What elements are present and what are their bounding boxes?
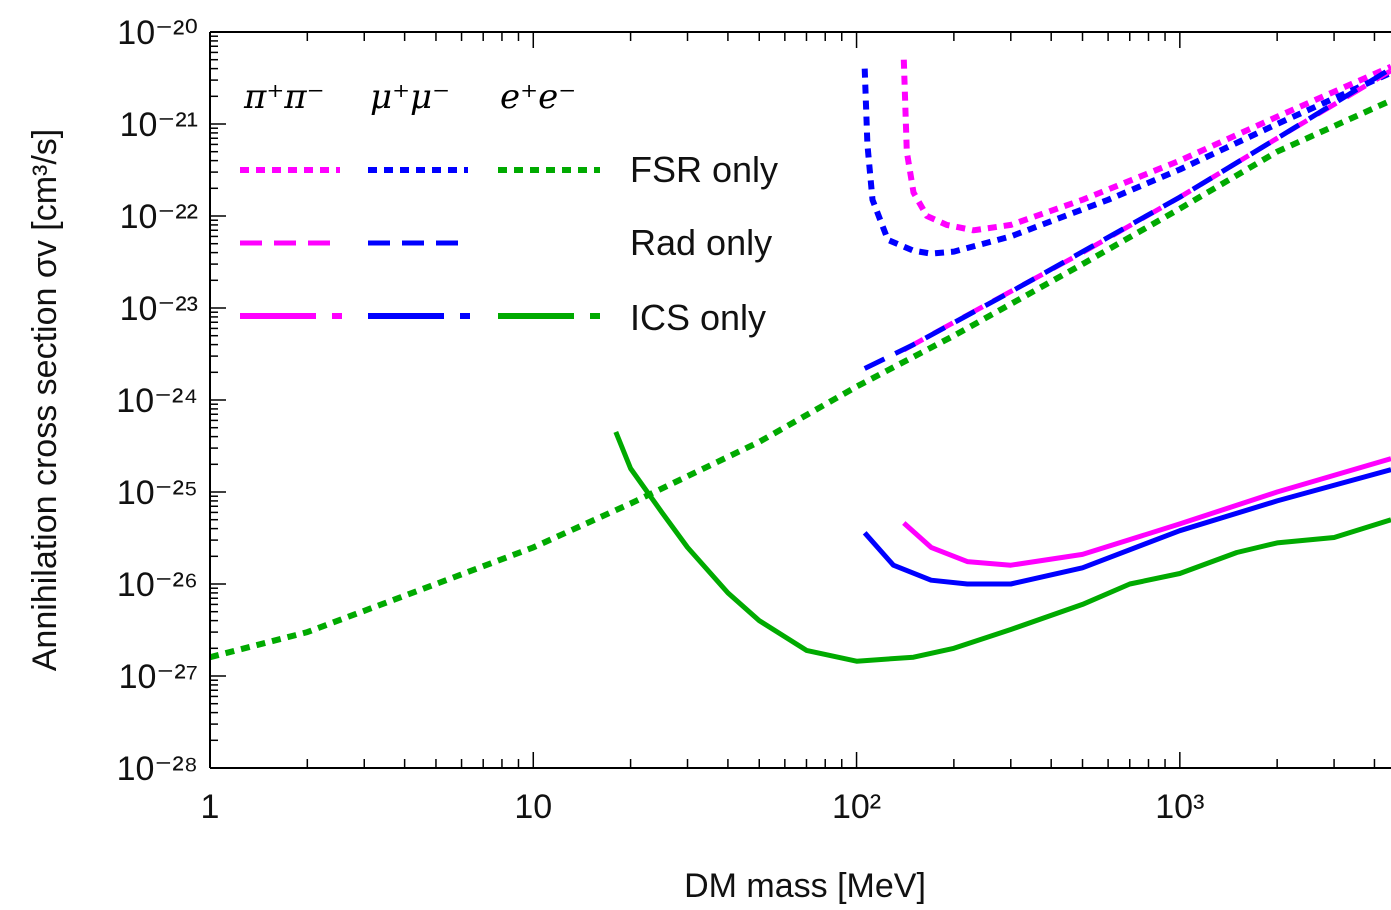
series-pipi-fsr xyxy=(900,59,1391,234)
legend: π⁺π⁻ μ⁺μ⁻ e⁺e⁻ FSR only Rad only ICS onl… xyxy=(240,77,778,338)
ticks xyxy=(209,31,1376,769)
x-tick-label: 10 xyxy=(514,788,552,826)
y-tick-label: 10⁻²⁸ xyxy=(117,750,198,788)
y-tick-label: 10⁻²⁷ xyxy=(119,658,198,696)
series-mumu-rad xyxy=(863,66,1391,371)
x-tick-label: 1 xyxy=(201,788,220,826)
x-tick-label: 10² xyxy=(832,788,881,826)
series-mumu-fsr xyxy=(861,68,1391,257)
y-tick-label: 10⁻²⁶ xyxy=(117,566,198,604)
x-tick-label: 10³ xyxy=(1155,788,1204,826)
y-tick-label: 10⁻²² xyxy=(120,198,198,236)
series-ee-fsr xyxy=(210,97,1391,661)
series-pipi-ics xyxy=(902,456,1391,568)
y-tick-label: 10⁻²³ xyxy=(120,290,198,328)
legend-label-fsr: FSR only xyxy=(630,149,778,190)
y-tick-label: 10⁻²⁴ xyxy=(116,382,198,420)
species-label-mumu: μ⁺μ⁻ xyxy=(370,77,450,117)
legend-label-ics: ICS only xyxy=(630,297,766,338)
species-label-pipi: π⁺π⁻ xyxy=(243,77,325,117)
y-tick-label: 10⁻²¹ xyxy=(120,106,198,144)
y-tick-label: 10⁻²⁰ xyxy=(117,14,198,52)
series-ee-ics xyxy=(613,430,1391,664)
tick-labels: 1 10 10² 10³ 10⁻²⁸ 10⁻²⁷ 10⁻²⁶ 10⁻²⁵ 10⁻²⁴ 10⁻²³ 1… xyxy=(116,14,1204,826)
series-layer xyxy=(210,59,1391,664)
y-axis-title: Annihilation cross section σv [cm³/s] xyxy=(26,129,64,672)
x-axis-title: DM mass [MeV] xyxy=(684,867,926,905)
species-label-ee: e⁺e⁻ xyxy=(500,77,576,117)
legend-label-rad: Rad only xyxy=(630,222,772,263)
series-mumu-ics xyxy=(862,467,1391,587)
y-tick-label: 10⁻²⁵ xyxy=(117,474,198,512)
